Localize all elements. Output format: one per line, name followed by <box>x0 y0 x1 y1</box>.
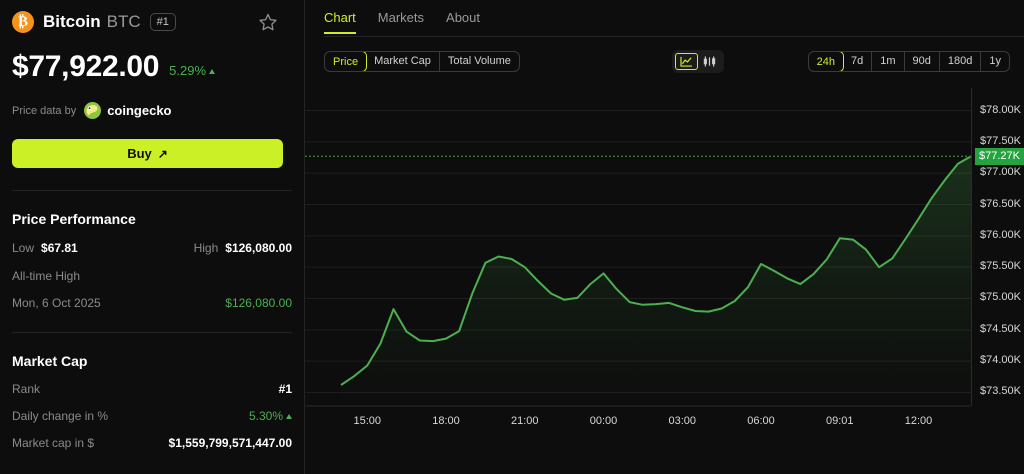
range-1y[interactable]: 1y <box>989 54 1001 67</box>
data-attribution: Price data by coingecko <box>12 102 292 119</box>
price-change-value: 5.29% <box>169 63 207 78</box>
panel-tabs: Chart Markets About <box>305 0 1024 37</box>
market-cap-row-daily-change: Daily change in % 5.30% <box>12 409 292 423</box>
bitcoin-icon: ₿ <box>12 11 34 33</box>
high-label: High <box>193 241 219 255</box>
high-value: $126,080.00 <box>225 241 292 255</box>
tabs-underline <box>324 36 1024 37</box>
y-axis-tick-label: $77.00K <box>980 166 1021 179</box>
metric-price[interactable]: Price <box>324 51 368 71</box>
y-axis-tick-label: $77.50K <box>980 134 1021 147</box>
range-1m[interactable]: 1m <box>872 51 905 71</box>
range-180d[interactable]: 180d <box>940 51 982 71</box>
tab-markets[interactable]: Markets <box>377 10 425 25</box>
rank-label: Rank <box>12 382 41 396</box>
all-time-high-row: Mon, 6 Oct 2025 $126,080.00 <box>12 296 292 310</box>
line-chart-icon[interactable] <box>674 52 698 70</box>
x-axis-tick-label: 18:00 <box>432 415 460 427</box>
low-high-row: Low $67.81 High $126,080.00 <box>12 241 292 255</box>
coin-info-sidebar: ₿ Bitcoin BTC #1 $77,922.00 5.29% Price … <box>0 0 305 474</box>
market-cap-value: $1,559,799,571,447.00 <box>168 436 292 450</box>
coin-symbol: BTC <box>106 12 141 31</box>
daily-change-number: 5.30% <box>248 409 283 423</box>
low-label: Low <box>12 241 35 255</box>
coingecko-icon <box>84 102 102 119</box>
y-axis-tick-label: $76.50K <box>980 197 1021 210</box>
y-axis-tick-label: $75.50K <box>980 260 1021 273</box>
candlestick-chart-icon[interactable] <box>698 53 721 70</box>
metric-total-volume[interactable]: Total Volume <box>447 54 511 67</box>
price-chart[interactable] <box>305 88 1024 474</box>
divider-1 <box>12 190 292 191</box>
coin-header: ₿ Bitcoin BTC #1 <box>12 0 292 38</box>
y-axis-tick-label: $78.00K <box>980 103 1021 116</box>
x-axis-tick-label: 03:00 <box>668 415 697 427</box>
coin-name: Bitcoin <box>43 12 101 31</box>
market-cap-label: Market cap in $ <box>12 436 95 450</box>
attribution-label: Price data by <box>12 104 77 117</box>
daily-change-value: 5.30% <box>249 409 292 423</box>
chart-area-fill <box>341 156 971 405</box>
x-axis-tick-label: 21:00 <box>510 415 539 427</box>
caret-up-icon-2 <box>286 414 292 419</box>
metric-market-cap[interactable]: Market Cap <box>366 51 440 71</box>
chart-panel: Chart Markets About Price Market Cap Tot… <box>305 0 1024 474</box>
price-row: $77,922.00 5.29% <box>12 50 292 84</box>
chart-area[interactable]: $78.00K $77.50K $77.00K $76.50K $76.00K $75.5… <box>305 88 1024 474</box>
x-axis-tick-label: 15:00 <box>353 415 382 427</box>
rank-value: #1 <box>278 382 292 396</box>
chart-type-selector <box>671 49 724 73</box>
y-axis-tick-label: $74.00K <box>980 354 1021 367</box>
all-time-high-label: All-time High <box>12 269 81 283</box>
rank-badge: #1 <box>149 12 176 32</box>
price-performance-title: Price Performance <box>12 211 136 227</box>
range-90d[interactable]: 90d <box>905 51 940 71</box>
market-cap-row-rank: Rank #1 <box>12 382 292 396</box>
price-change-percent: 5.29% <box>169 63 216 78</box>
current-price: $77,922.00 <box>12 50 160 83</box>
y-axis-tick-label: $73.50K <box>980 385 1021 398</box>
star-icon[interactable] <box>258 12 278 32</box>
tab-about[interactable]: About <box>446 10 481 25</box>
market-cap-title: Market Cap <box>12 353 88 369</box>
x-axis-tick-label: 06:00 <box>747 415 775 427</box>
metric-selector: Price Market Cap Total Volume <box>324 50 520 72</box>
chart-controls: Price Market Cap Total Volume <box>305 37 1024 77</box>
x-axis-tick-label: 09:01 <box>825 415 854 427</box>
time-range-selector: 24h 7d 1m 90d 180d 1y <box>807 50 1010 72</box>
x-axis-tick-label: 12:00 <box>904 415 933 427</box>
current-price-tag: $77.27K <box>975 148 1024 166</box>
market-cap-row-value: Market cap in $ $1,559,799,571,447.00 <box>12 436 292 450</box>
daily-change-label: Daily change in % <box>12 409 109 423</box>
range-24h[interactable]: 24h <box>808 51 844 71</box>
divider-2 <box>12 332 292 333</box>
external-link-arrow-icon: ↗ <box>157 147 168 161</box>
tab-chart[interactable]: Chart <box>324 10 356 34</box>
y-axis-tick-label: $74.50K <box>980 322 1021 335</box>
low-value: $67.81 <box>41 241 78 255</box>
range-7d[interactable]: 7d <box>843 51 873 71</box>
buy-button-label: Buy <box>127 146 152 161</box>
y-axis-tick-label: $75.00K <box>980 291 1021 304</box>
ath-value: $126,080.00 <box>225 296 292 310</box>
caret-up-icon <box>209 69 216 74</box>
chart-line <box>340 155 972 386</box>
buy-button[interactable]: Buy ↗ <box>12 139 283 168</box>
y-axis-tick-label: $76.00K <box>980 228 1021 241</box>
ath-date: Mon, 6 Oct 2025 <box>12 296 101 310</box>
attribution-brand: coingecko <box>107 103 172 118</box>
x-axis-tick-label: 00:00 <box>589 415 618 427</box>
